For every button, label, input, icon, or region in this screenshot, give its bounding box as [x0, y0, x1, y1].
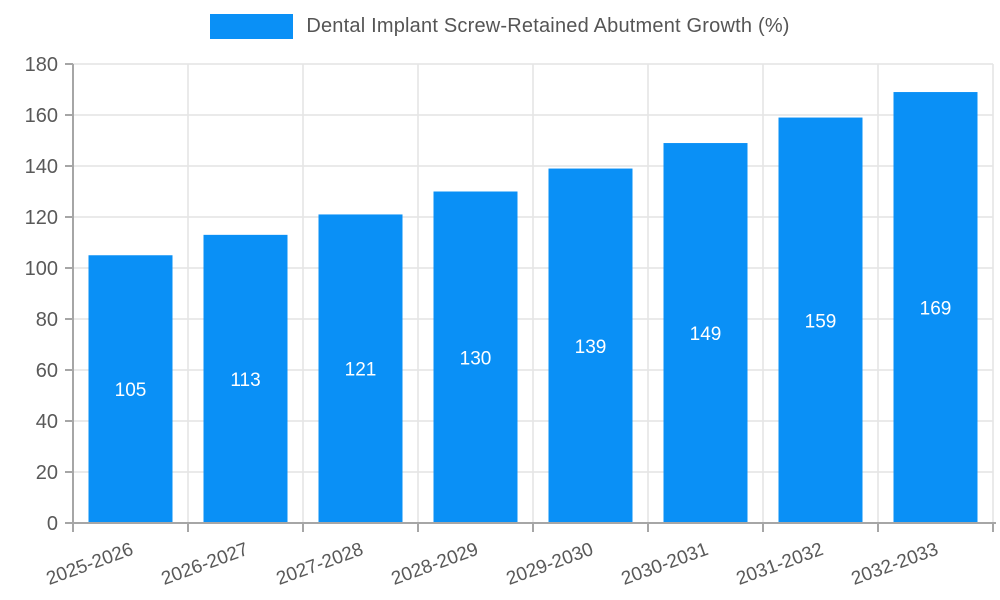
x-tick-label: 2029-2030 — [504, 539, 597, 590]
y-tick-label: 160 — [25, 105, 58, 127]
legend-label: Dental Implant Screw-Retained Abutment G… — [306, 15, 790, 37]
y-tick-label: 100 — [25, 258, 58, 280]
x-tick-label: 2031-2032 — [734, 539, 827, 590]
bar — [548, 168, 633, 524]
x-tick-label: 2030-2031 — [619, 539, 712, 590]
bar — [318, 214, 403, 523]
bar-value-label: 159 — [805, 311, 837, 332]
y-tick-label: 120 — [25, 207, 58, 229]
bar — [778, 117, 863, 524]
x-tick-label: 2027-2028 — [274, 539, 367, 590]
bar-value-label: 139 — [575, 337, 607, 358]
bar — [88, 255, 173, 523]
y-tick-label: 80 — [36, 309, 58, 331]
bar-value-label: 105 — [115, 380, 147, 401]
x-tick-label: 2028-2029 — [389, 539, 482, 590]
x-tick-label: 2025-2026 — [44, 539, 137, 590]
bar — [893, 92, 978, 524]
bar — [433, 191, 518, 523]
y-tick-label: 180 — [25, 54, 58, 76]
bar-value-label: 121 — [345, 360, 377, 381]
x-tick-label: 2026-2027 — [159, 539, 252, 590]
y-tick-label: 140 — [25, 156, 58, 178]
bar — [203, 234, 288, 523]
y-tick-label: 20 — [36, 462, 58, 484]
x-tick-label: 2032-2033 — [849, 539, 942, 590]
bar-value-label: 149 — [690, 324, 722, 345]
bar — [663, 143, 748, 524]
y-tick-label: 40 — [36, 411, 58, 433]
y-tick-label: 0 — [47, 513, 58, 535]
bar-value-label: 169 — [920, 299, 952, 320]
legend-swatch — [210, 14, 294, 39]
bar-value-label: 113 — [230, 370, 260, 391]
chart-legend: Dental Implant Screw-Retained Abutment G… — [0, 14, 1000, 39]
y-tick-label: 60 — [36, 360, 58, 382]
bar-value-label: 130 — [460, 348, 492, 369]
